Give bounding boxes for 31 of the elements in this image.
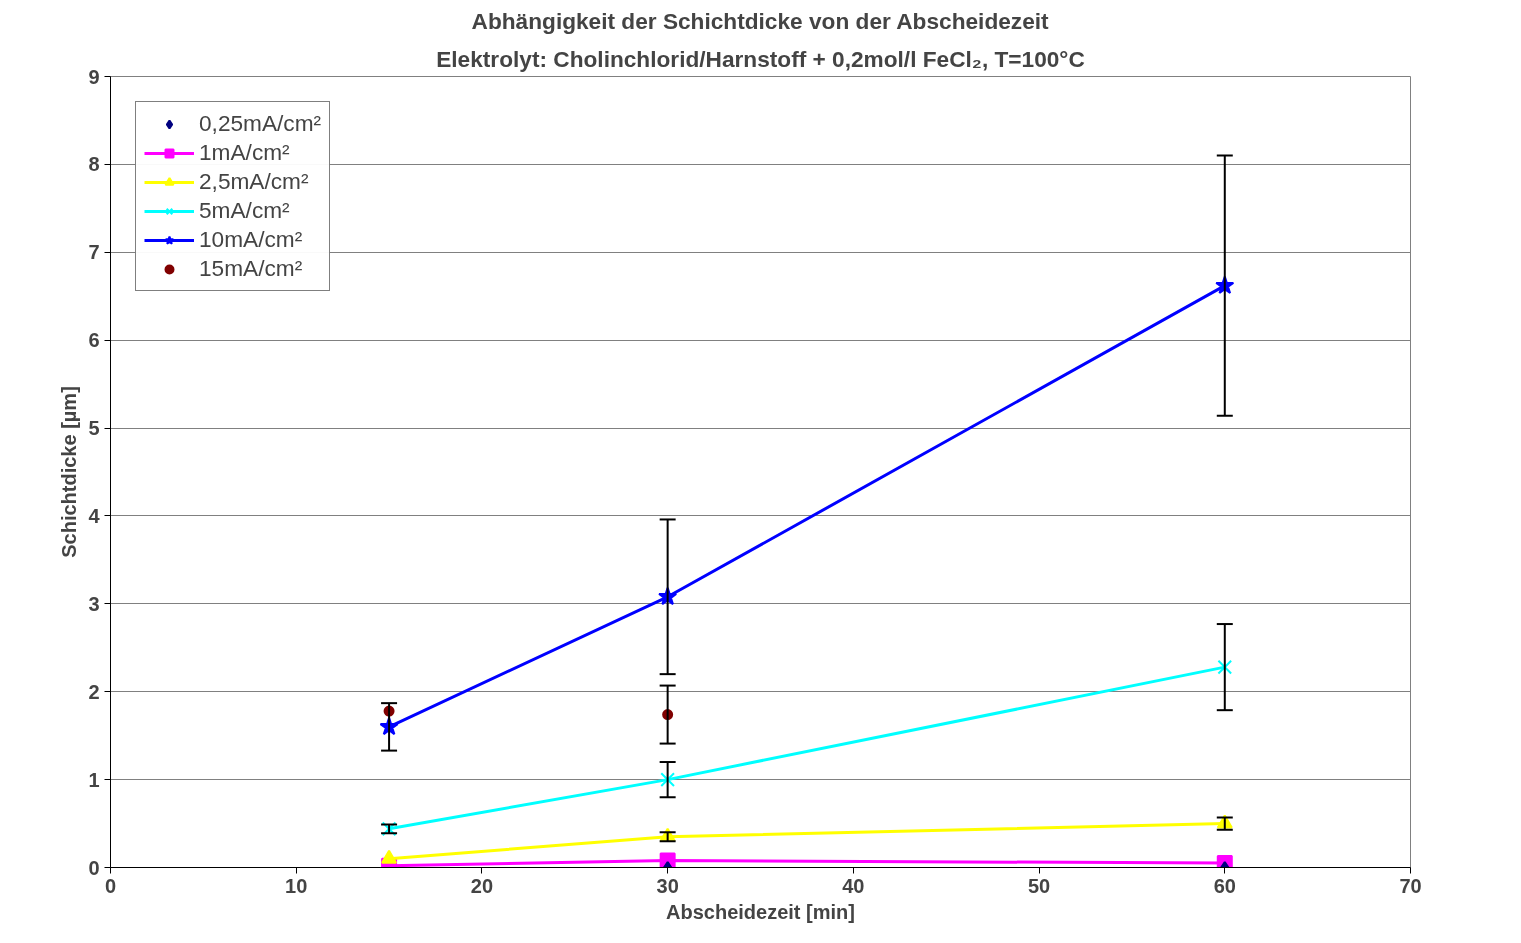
legend-label: 10mA/cm² (199, 226, 303, 253)
x-tick-label: 60 (1213, 874, 1236, 897)
x-tick-label: 40 (842, 874, 865, 897)
y-tick-label: 9 (88, 65, 100, 88)
y-tick-label: 8 (88, 153, 100, 176)
y-tick-label: 4 (88, 504, 101, 527)
legend-label: 15mA/cm² (199, 255, 303, 282)
y-tick-label: 2 (88, 680, 100, 703)
legend-label: 0,25mA/cm² (199, 110, 322, 137)
legend-label: 1mA/cm² (199, 139, 290, 166)
x-tick-label: 50 (1027, 874, 1051, 897)
y-tick-label: 0 (88, 856, 100, 879)
x-axis-title: Abscheidezeit [min] (666, 900, 855, 923)
legend-label: 2,5mA/cm² (199, 168, 309, 195)
point (660, 772, 676, 787)
x-tick-label: 20 (470, 874, 494, 897)
y-tick-label: 3 (88, 592, 100, 615)
y-tick-label: 6 (88, 329, 100, 352)
y-tick-label: 7 (88, 241, 100, 264)
y-tick-label: 5 (88, 417, 100, 440)
chart-subtitle: Elektrolyt: Cholinchlorid/Harnstoff + 0,2mol/l FeCl₂, T=100°C (436, 45, 1085, 72)
y-axis-title: Schichtdicke [µm] (58, 386, 81, 558)
x-tick-label: 0 (104, 874, 117, 897)
legend-label: 5mA/cm² (199, 197, 290, 224)
x-tick-label: 30 (656, 874, 679, 897)
x-tick-label: 70 (1399, 874, 1422, 897)
chart-title: Abhängigkeit der Schichtdicke von der Abscheidezeit (471, 7, 1050, 34)
point (381, 849, 398, 864)
x-tick-label: 10 (285, 874, 308, 897)
point (1217, 659, 1233, 675)
y-tick-label: 1 (88, 768, 100, 791)
